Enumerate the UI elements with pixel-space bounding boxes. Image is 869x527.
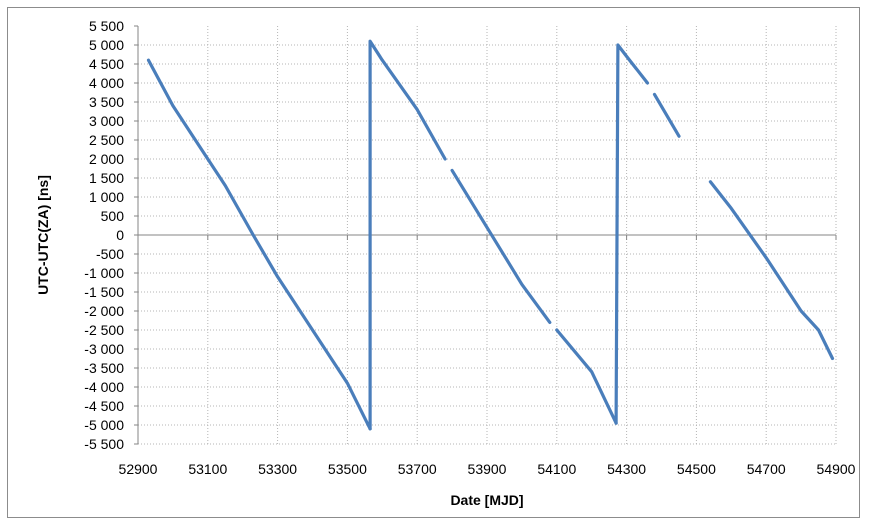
- x-tick-label: 53300: [258, 461, 297, 477]
- gridlines: [138, 26, 837, 445]
- x-tick-label: 54100: [537, 461, 576, 477]
- y-tick-label: -2 000: [84, 303, 124, 319]
- y-tick-label: 0: [116, 227, 124, 243]
- y-tick-label: -2 500: [84, 322, 124, 338]
- y-axis-title: UTC-UTC(ZA) [ns]: [35, 175, 51, 295]
- y-tick-label: 1 500: [89, 170, 124, 186]
- series-segment: [708, 180, 835, 361]
- y-tick-label: -3 500: [84, 360, 124, 376]
- x-tick-labels: 52900 53100 53300 53500 53700 53900 54100 54300…: [119, 461, 856, 477]
- y-tick-label: -4 500: [84, 398, 124, 414]
- y-tick-label: -1 500: [84, 284, 124, 300]
- axes: [134, 25, 837, 445]
- y-tick-label: 3 500: [89, 94, 124, 110]
- y-tick-label: 1 000: [89, 189, 124, 205]
- y-tick-label: -4 000: [84, 379, 124, 395]
- y-tick-label: 4 000: [89, 75, 124, 91]
- y-tick-label: -500: [96, 246, 124, 262]
- series-line: [146, 39, 835, 431]
- x-tick-label: 53700: [398, 461, 437, 477]
- y-tick-label: 2 000: [89, 151, 124, 167]
- x-tick-label: 53500: [328, 461, 367, 477]
- series-segment: [146, 58, 372, 431]
- y-tick-labels: 5 500 5 000 4 500 4 000 3 500 3 000 2 500 2 000…: [84, 18, 124, 452]
- y-tick-label: 500: [101, 208, 125, 224]
- y-tick-label: 5 000: [89, 37, 124, 53]
- series-segment: [652, 92, 681, 138]
- x-tick-label: 54700: [747, 461, 786, 477]
- y-tick-label: 4 500: [89, 56, 124, 72]
- x-tick-label: 54500: [677, 461, 716, 477]
- y-tick-label: 2 500: [89, 132, 124, 148]
- chart-frame: [7, 7, 860, 518]
- y-tick-label: 3 000: [89, 113, 124, 129]
- y-tick-label: -1 000: [84, 265, 124, 281]
- series-segment: [614, 43, 650, 425]
- x-tick-label: 54900: [817, 461, 856, 477]
- x-tick-label: 54300: [607, 461, 646, 477]
- y-tick-label: -3 000: [84, 341, 124, 357]
- x-tick-label: 53100: [188, 461, 227, 477]
- y-tick-label: -5 000: [84, 417, 124, 433]
- x-tick-label: 53900: [468, 461, 507, 477]
- x-axis-title: Date [MJD]: [450, 492, 523, 508]
- y-tick-label: 5 500: [89, 18, 124, 34]
- x-tick-label: 52900: [119, 461, 158, 477]
- series-segment: [368, 39, 447, 431]
- y-tick-label: -5 500: [84, 436, 124, 452]
- series-segment: [555, 328, 618, 425]
- series-segment: [450, 168, 552, 324]
